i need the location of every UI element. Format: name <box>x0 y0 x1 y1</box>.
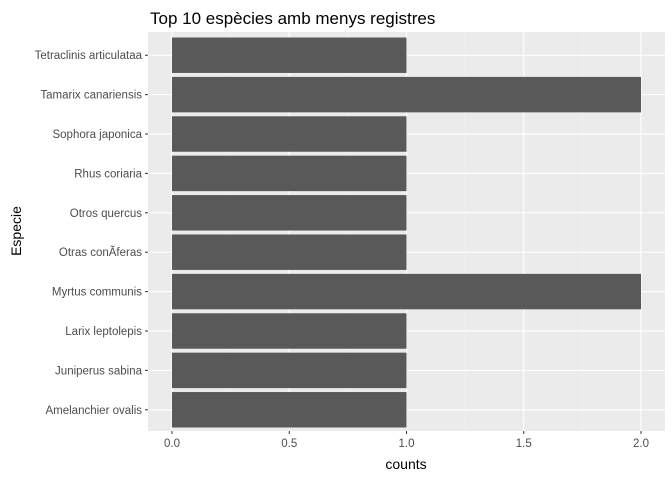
y-axis-label: Especie <box>8 206 24 256</box>
bar <box>172 313 407 349</box>
bar <box>172 76 641 113</box>
y-tick-label: Tetraclinis articulataa <box>35 50 143 62</box>
x-tick-label: 1.0 <box>399 438 415 450</box>
x-axis-ticks: 0.0 0.5 1.0 1.5 2.0 <box>164 431 649 450</box>
bar <box>172 392 407 428</box>
bar <box>172 155 407 192</box>
y-tick-label: Rhus coriaria <box>74 168 142 180</box>
bar <box>172 352 407 389</box>
x-axis-label: counts <box>385 456 426 472</box>
x-tick-label: 2.0 <box>633 438 649 450</box>
bar <box>172 234 407 270</box>
bar <box>172 195 407 231</box>
bar <box>172 37 407 73</box>
y-tick-label: Juniperus sabina <box>55 365 143 377</box>
x-tick-label: 0.5 <box>281 438 297 450</box>
y-tick-label: Amelanchier ovalis <box>45 405 142 417</box>
bars <box>172 37 641 428</box>
x-tick-label: 0.0 <box>164 438 180 450</box>
chart-title: Top 10 espècies amb menys registres <box>150 9 435 28</box>
y-tick-label: Tamarix canariensis <box>40 90 142 102</box>
y-axis-ticks: Tetraclinis articulataa Tamarix canariens… <box>35 50 148 417</box>
x-tick-label: 1.5 <box>516 438 532 450</box>
y-tick-label: Otras conÃ­feras <box>59 246 142 259</box>
y-tick-label: Otros quercus <box>70 208 142 220</box>
bar <box>172 116 407 152</box>
bar <box>172 273 641 310</box>
y-tick-label: Sophora japonica <box>52 129 142 141</box>
y-tick-label: Larix leptolepis <box>65 326 142 338</box>
y-tick-label: Myrtus communis <box>52 287 142 299</box>
